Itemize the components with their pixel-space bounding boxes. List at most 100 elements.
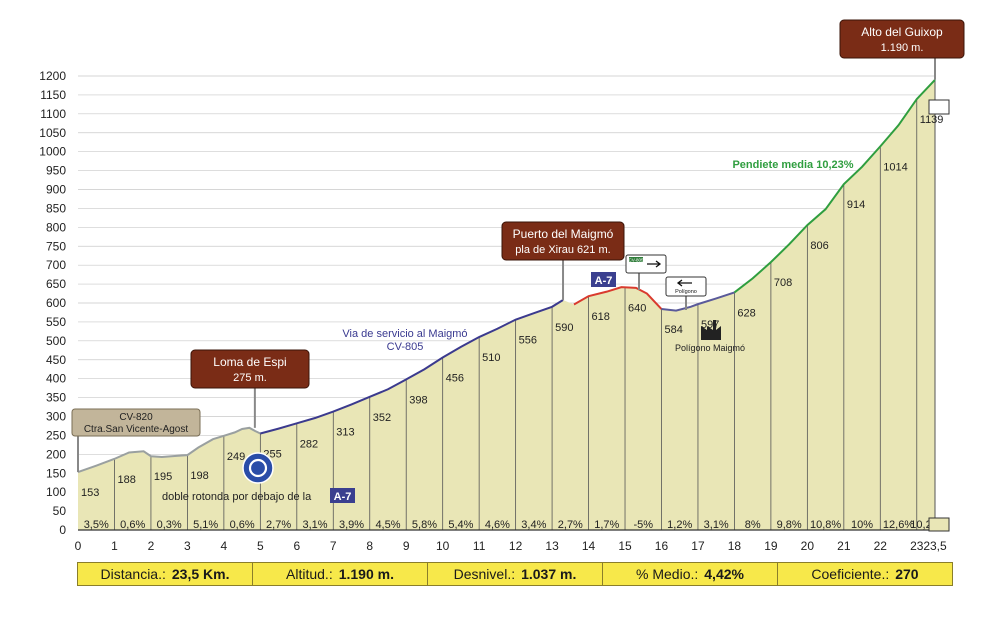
gradient-label: 3,9% (339, 519, 364, 531)
stat-altitude-value: 1.190 m. (338, 566, 394, 582)
y-tick-label: 850 (46, 201, 66, 215)
gradient-label: 3,4% (521, 519, 546, 531)
km-altitude-label: 195 (154, 471, 172, 483)
profile-line-segment (573, 286, 663, 310)
x-tick-label: 16 (655, 539, 669, 553)
x-tick-label: 7 (330, 539, 337, 553)
km-altitude-label: 249 (227, 451, 245, 463)
via-servicio-label: Via de servicio al Maigmó (342, 328, 467, 340)
x-tick-label: 23,5 (923, 539, 947, 553)
gradient-label: 0,6% (120, 519, 145, 531)
a7-badge-bottom-text: A-7 (334, 491, 352, 503)
loma-marker-box (190, 349, 310, 389)
km-altitude-label: 590 (555, 322, 573, 334)
y-tick-label: 250 (46, 428, 66, 442)
gradient-label: 1,7% (594, 519, 619, 531)
right-arrow-icon (647, 260, 662, 268)
y-tick-label: 550 (46, 315, 66, 329)
gradient-label: 5,8% (412, 519, 437, 531)
gradient-label: 3,1% (704, 519, 729, 531)
stat-coefficient-label: Coeficiente.: (811, 566, 890, 582)
gradient-label: 0,3% (157, 519, 182, 531)
profile-line-segment (77, 426, 261, 474)
rotonda-note: doble rotonda por debajo de la (162, 491, 312, 503)
cv-sign-badge (629, 257, 643, 262)
x-tick-label: 12 (509, 539, 523, 553)
x-tick-label: 20 (801, 539, 815, 553)
x-tick-label: 15 (618, 539, 632, 553)
stat-distance-value: 23,5 Km. (171, 566, 230, 582)
y-tick-label: 800 (46, 220, 66, 234)
x-tick-label: 5 (257, 539, 264, 553)
stat-coefficient: Coeficiente.: 270 (778, 563, 952, 585)
gradient-label: 2,7% (266, 519, 291, 531)
y-tick-label: 1100 (40, 107, 66, 121)
y-tick-label: 600 (46, 296, 66, 310)
gradient-label: 12,6% (883, 519, 914, 531)
x-tick-label: 10 (436, 539, 450, 553)
km-altitude-label: 914 (847, 199, 865, 211)
stat-average-grade: % Medio.: 4,42% (603, 563, 778, 585)
stats-bar: Distancia.: 23,5 Km. Altitud.: 1.190 m. … (77, 562, 953, 586)
x-tick-label: 0 (75, 539, 82, 553)
gradient-label: 0,6% (230, 519, 255, 531)
gradient-label: 2,7% (558, 519, 583, 531)
km-altitude-label: 282 (300, 438, 318, 450)
gradient-label: 8% (745, 519, 761, 531)
stat-average-grade-value: 4,42% (704, 566, 744, 582)
loma-marker-altitude: 275 m. (233, 372, 267, 384)
km-altitude-label: 456 (446, 372, 464, 384)
loma-marker-name: Loma de Espi (213, 355, 286, 369)
km-altitude-label: 1014 (883, 161, 907, 173)
y-tick-label: 1050 (39, 126, 66, 140)
km-altitude-label: 398 (409, 394, 427, 406)
y-tick-label: 700 (46, 258, 66, 272)
a7-badge-top (591, 272, 616, 287)
gradient-label: -5% (633, 519, 653, 531)
km-altitude-label: 1139 (920, 114, 944, 126)
gradient-label: 4,5% (375, 519, 400, 531)
stat-altitude: Altitud.: 1.190 m. (253, 563, 428, 585)
cv820-road-desc: Ctra.San Vicente-Agost (84, 424, 189, 435)
poligono-direction-sign (665, 276, 707, 297)
gradient-label: 5,4% (448, 519, 473, 531)
stat-coefficient-value: 270 (895, 566, 919, 582)
x-tick-label: 2 (148, 539, 155, 553)
x-tick-label: 21 (837, 539, 851, 553)
roundabout-icon (242, 452, 274, 484)
left-arrow-icon (676, 279, 692, 287)
km-altitude-label: 313 (336, 427, 354, 439)
stat-distance: Distancia.: 23,5 Km. (78, 563, 253, 585)
alto-marker-box (839, 19, 965, 59)
y-tick-label: 950 (46, 164, 66, 178)
puerto-marker-box (501, 221, 625, 261)
end-altitude-box (928, 99, 950, 115)
y-tick-label: 1200 (39, 69, 66, 83)
cv-sign-text: CV-805 (628, 258, 644, 263)
km-altitude-label: 510 (482, 352, 500, 364)
a7-badge-bottom (330, 488, 355, 503)
cv820-box (71, 408, 201, 437)
km-altitude-label: 618 (592, 311, 610, 323)
x-tick-label: 13 (545, 539, 559, 553)
y-tick-label: 1000 (39, 145, 66, 159)
stat-average-grade-label: % Medio.: (636, 566, 699, 582)
gradient-label: 3,1% (303, 519, 328, 531)
stat-elevation-gain-label: Desnivel.: (453, 566, 516, 582)
x-tick-label: 19 (764, 539, 778, 553)
stat-elevation-gain: Desnivel.: 1.037 m. (428, 563, 603, 585)
x-tick-label: 8 (366, 539, 373, 553)
km-altitude-label: 628 (737, 307, 755, 319)
profile-line-segment (733, 79, 936, 294)
y-tick-label: 500 (46, 334, 66, 348)
x-tick-label: 3 (184, 539, 191, 553)
km-altitude-label: 153 (81, 487, 99, 499)
x-tick-label: 6 (293, 539, 300, 553)
gradient-label: 10% (851, 519, 873, 531)
km-altitude-label: 198 (190, 470, 208, 482)
km-altitude-label: 806 (810, 240, 828, 252)
x-tick-label: 1 (111, 539, 118, 553)
a7-badge-top-text: A-7 (595, 275, 613, 287)
y-tick-label: 100 (46, 485, 66, 499)
x-tick-label: 9 (403, 539, 410, 553)
